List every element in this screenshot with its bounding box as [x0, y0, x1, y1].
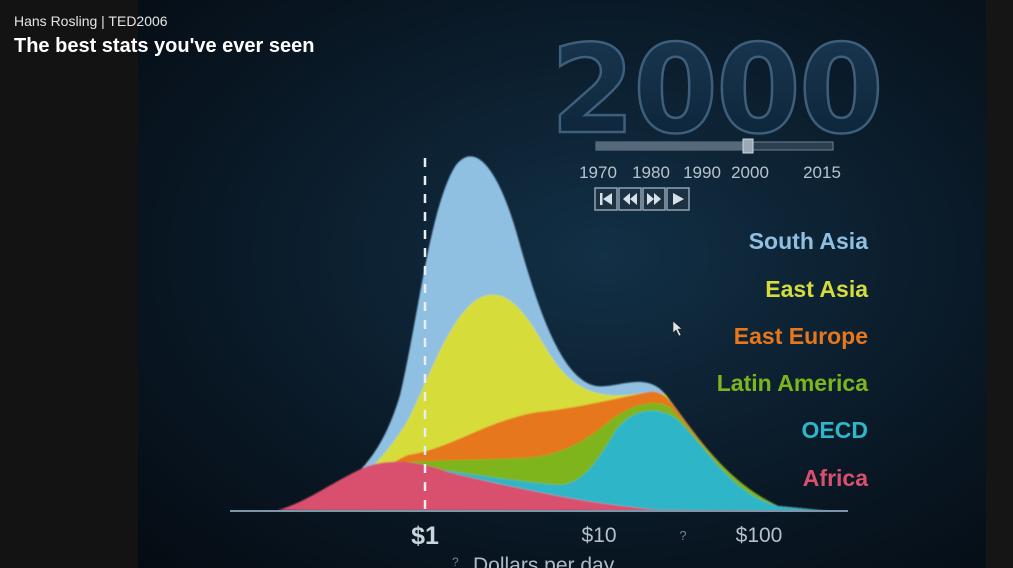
timeline-tick-2015: 2015	[803, 163, 841, 182]
legend-latin-america: Latin America	[717, 370, 868, 396]
timeline-handle[interactable]	[742, 138, 754, 154]
area-africa	[278, 461, 828, 511]
video-title-overlay[interactable]: Hans Rosling | TED2006 The best stats yo…	[14, 12, 314, 60]
year-display: 2000	[550, 19, 882, 161]
timeline-tick-2000: 2000	[731, 163, 769, 182]
timeline-tick-1970: 1970	[579, 163, 617, 182]
legend-oecd: OECD	[802, 417, 868, 443]
fast-forward-button[interactable]	[642, 187, 666, 211]
rewind-button[interactable]	[618, 187, 642, 211]
x-tick-10-dollar: $10	[581, 524, 616, 547]
legend-east-europe: East Europe	[734, 323, 868, 349]
x-axis-label-prefix: ?	[452, 555, 459, 568]
x-tick-unknown: ?	[679, 528, 686, 543]
timeline-slider[interactable]: 1970 1980 1990 2000 2015	[579, 138, 841, 182]
legend-south-asia: South Asia	[749, 228, 868, 254]
x-tick-100-dollar: $100	[736, 524, 783, 547]
legend: South Asia East Asia East Europe Latin A…	[717, 228, 868, 491]
timeline-tick-1980: 1980	[632, 163, 670, 182]
letterbox-right	[986, 0, 1013, 568]
play-button[interactable]	[666, 187, 690, 211]
video-frame[interactable]: 2000 1970 1980 1990 2000 2015	[138, 0, 986, 568]
letterbox-left	[0, 0, 138, 568]
skip-to-start-button[interactable]	[594, 187, 618, 211]
x-axis-label: Dollars per day	[473, 554, 615, 568]
playback-controls	[594, 187, 690, 211]
timeline-tick-1990: 1990	[683, 163, 721, 182]
gapminder-chart: 2000 1970 1980 1990 2000 2015	[230, 18, 885, 568]
mouse-cursor-icon	[672, 320, 683, 337]
x-tick-1-dollar: $1	[411, 522, 439, 550]
video-author-line[interactable]: Hans Rosling | TED2006	[14, 13, 168, 29]
legend-east-asia: East Asia	[765, 276, 868, 302]
legend-africa: Africa	[803, 465, 868, 491]
stacked-areas	[278, 156, 828, 511]
video-title[interactable]: The best stats you've ever seen	[14, 35, 315, 57]
